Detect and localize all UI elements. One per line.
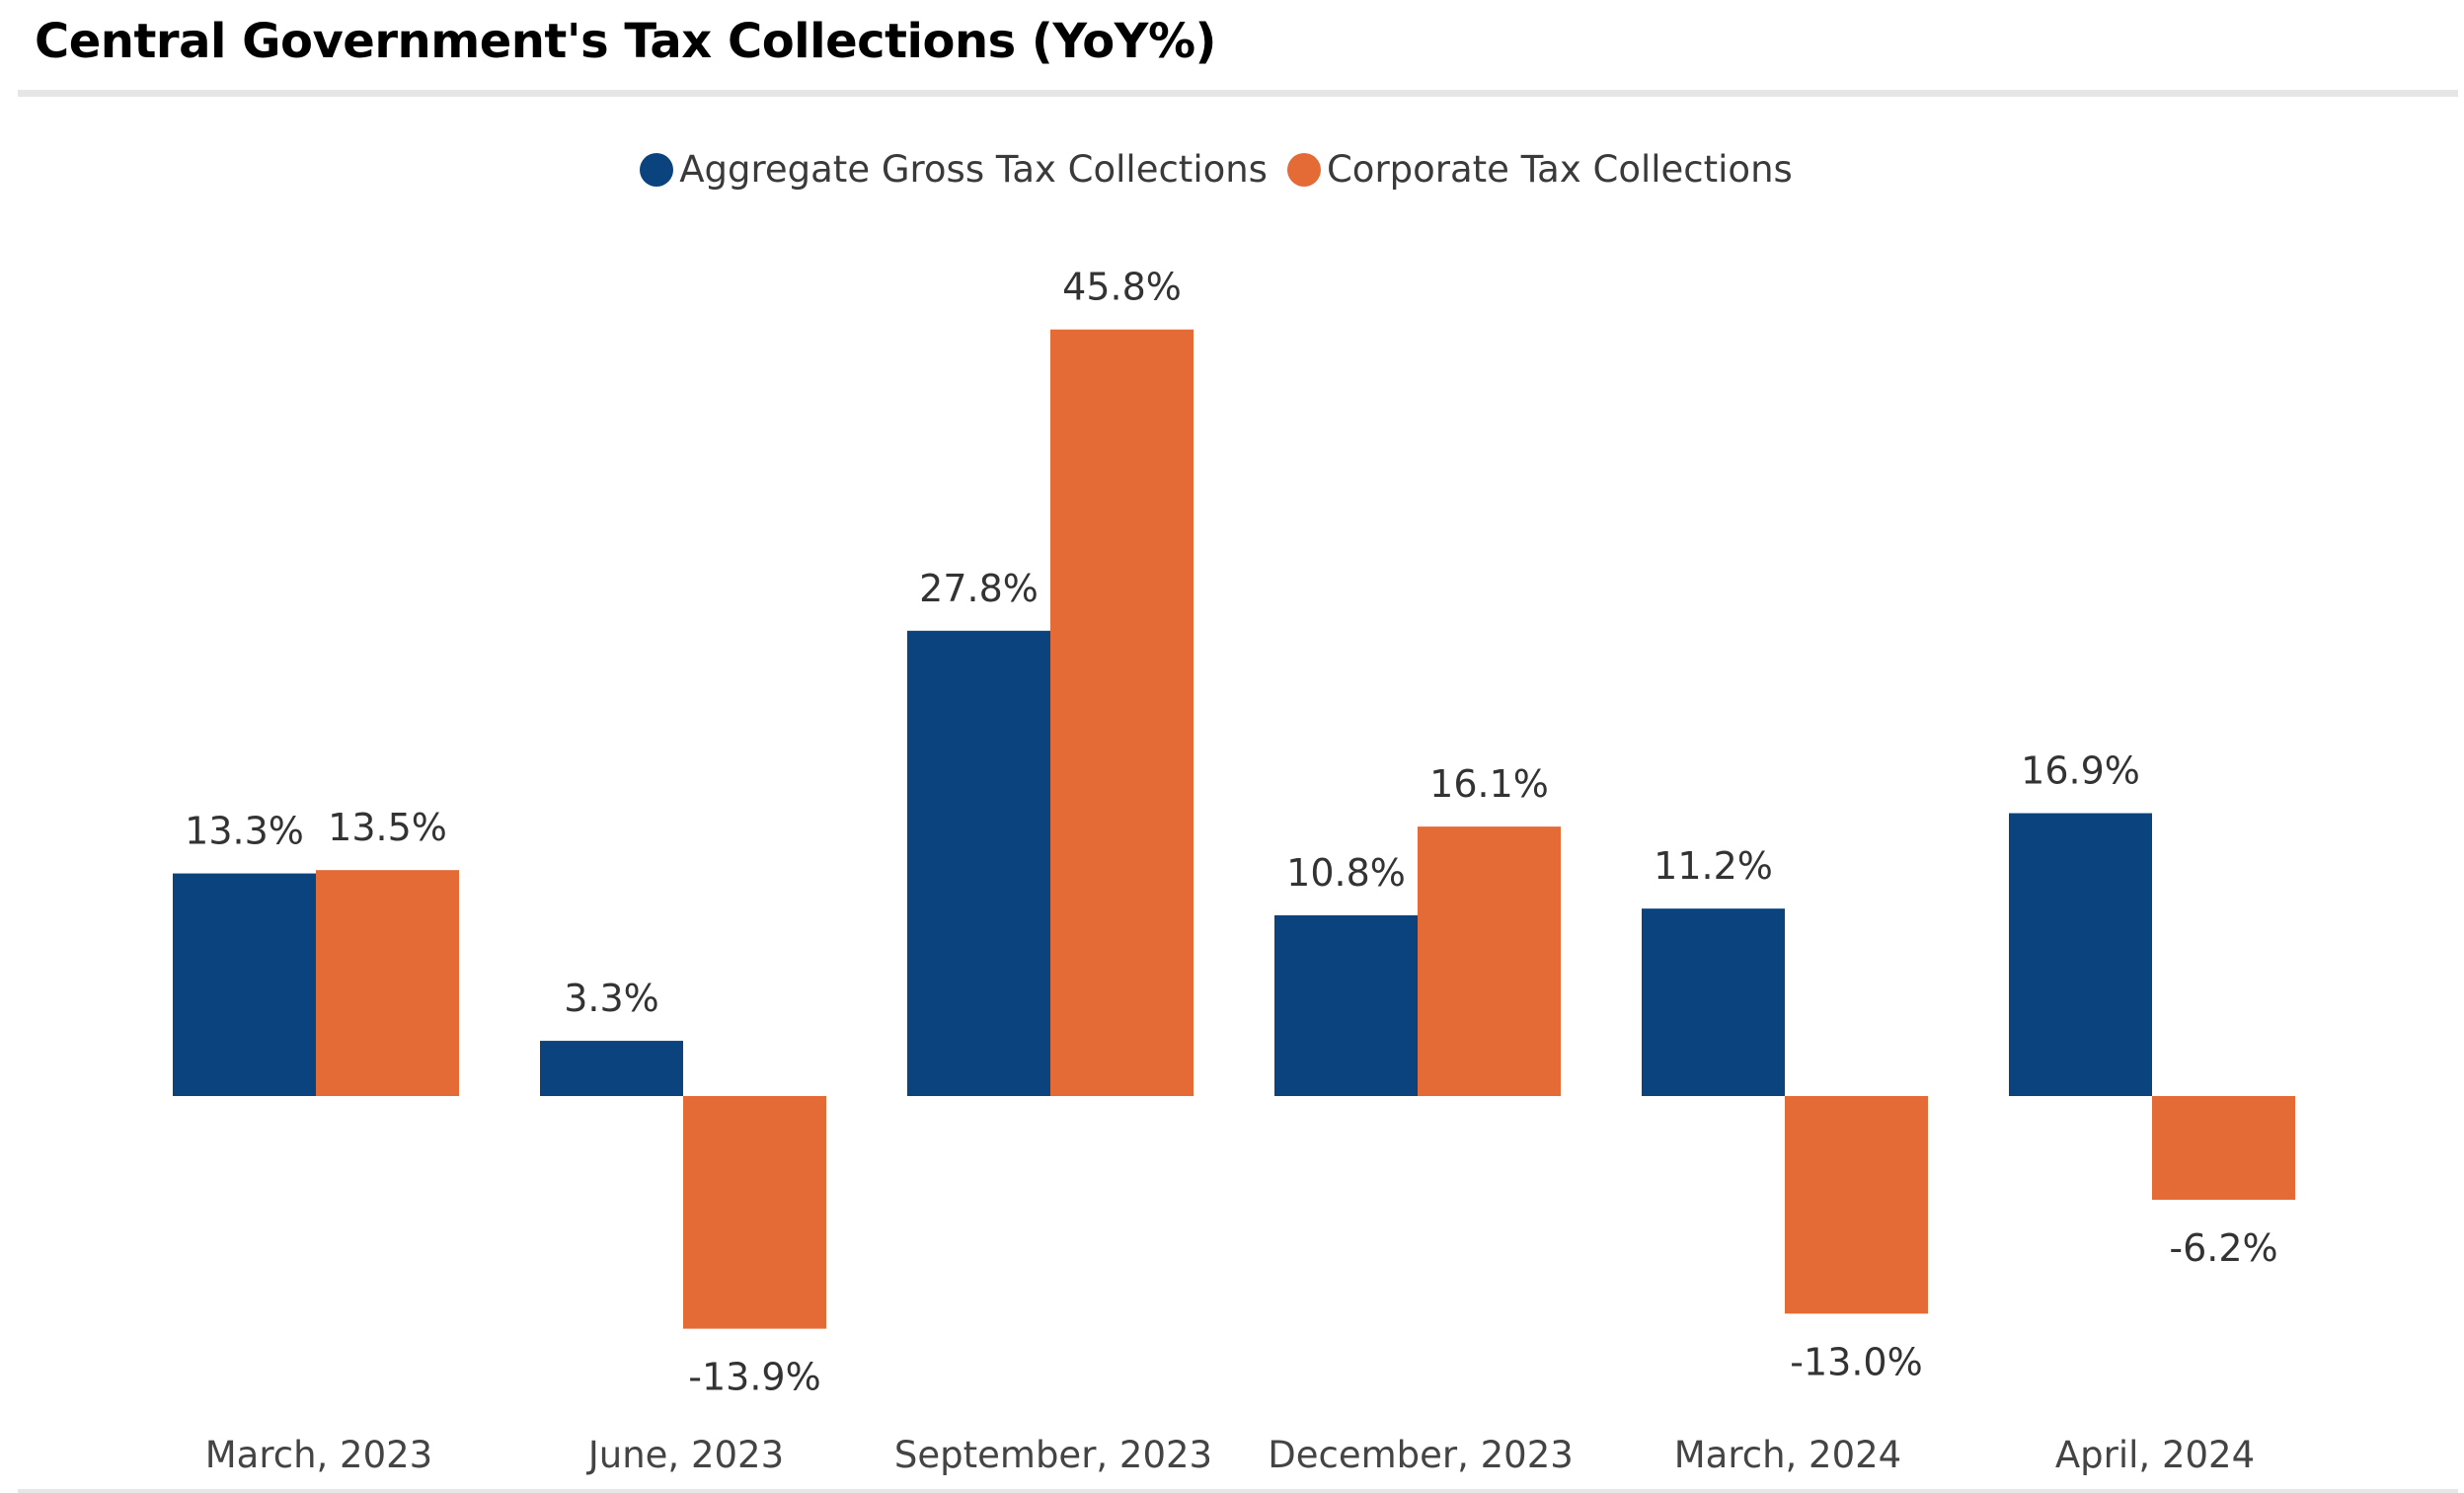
data-label-corporate-2: 45.8%	[1062, 266, 1182, 309]
data-label-corporate-0: 13.5%	[328, 806, 447, 849]
x-tick-label-5: April, 2024	[2055, 1434, 2255, 1476]
bars-layer	[173, 329, 2295, 1329]
bar-corporate-4[interactable]	[1785, 1096, 1928, 1314]
data-label-aggregate-1: 3.3%	[564, 977, 659, 1020]
x-tick-label-2: September, 2023	[894, 1434, 1212, 1476]
bar-aggregate-5[interactable]	[2009, 813, 2152, 1096]
data-label-corporate-3: 16.1%	[1429, 762, 1549, 806]
data-label-aggregate-3: 10.8%	[1286, 851, 1406, 895]
data-label-aggregate-2: 27.8%	[919, 567, 1039, 610]
data-label-aggregate-0: 13.3%	[185, 810, 304, 853]
bar-aggregate-3[interactable]	[1274, 914, 1418, 1096]
legend-label-corporate: Corporate Tax Collections	[1326, 148, 1793, 191]
bar-aggregate-4[interactable]	[1642, 908, 1785, 1096]
bar-corporate-3[interactable]	[1418, 826, 1561, 1096]
bar-aggregate-2[interactable]	[907, 630, 1050, 1096]
legend-marker-aggregate	[640, 152, 674, 187]
value-labels-layer: 13.3% 13.5% 3.3% -13.9% 27.8% 45.8% 10.8% 16.1%…	[185, 266, 2277, 1399]
title-divider	[18, 90, 2458, 97]
data-label-aggregate-4: 11.2%	[1654, 844, 1773, 888]
legend-marker-corporate	[1286, 152, 1321, 187]
data-label-corporate-5: -6.2%	[2169, 1226, 2277, 1270]
x-tick-label-0: March, 2023	[205, 1434, 432, 1476]
x-tick-label-4: March, 2024	[1674, 1434, 1901, 1476]
data-label-corporate-1: -13.9%	[688, 1356, 820, 1399]
bottom-divider	[18, 1489, 2458, 1493]
data-label-corporate-4: -13.0%	[1790, 1340, 1922, 1383]
bar-corporate-5[interactable]	[2152, 1096, 2295, 1201]
bar-corporate-1[interactable]	[683, 1096, 826, 1329]
legend-item-aggregate[interactable]: Aggregate Gross Tax Collections	[640, 148, 1268, 191]
x-tick-label-3: December, 2023	[1268, 1434, 1574, 1476]
x-tick-label-1: June, 2023	[586, 1434, 784, 1476]
bar-corporate-2[interactable]	[1050, 329, 1194, 1096]
legend-label-aggregate: Aggregate Gross Tax Collections	[679, 148, 1268, 191]
data-label-aggregate-5: 16.9%	[2021, 749, 2140, 793]
bar-corporate-0[interactable]	[316, 870, 459, 1096]
chart-legend: Aggregate Gross Tax Collections Corporat…	[0, 148, 2448, 191]
bar-aggregate-0[interactable]	[173, 873, 316, 1096]
chart-title: Central Government's Tax Collections (Yo…	[35, 14, 1216, 69]
category-labels-layer: March, 2023 June, 2023 September, 2023 Dece…	[205, 1434, 2255, 1476]
legend-item-corporate[interactable]: Corporate Tax Collections	[1286, 148, 1793, 191]
bar-aggregate-1[interactable]	[540, 1041, 683, 1096]
